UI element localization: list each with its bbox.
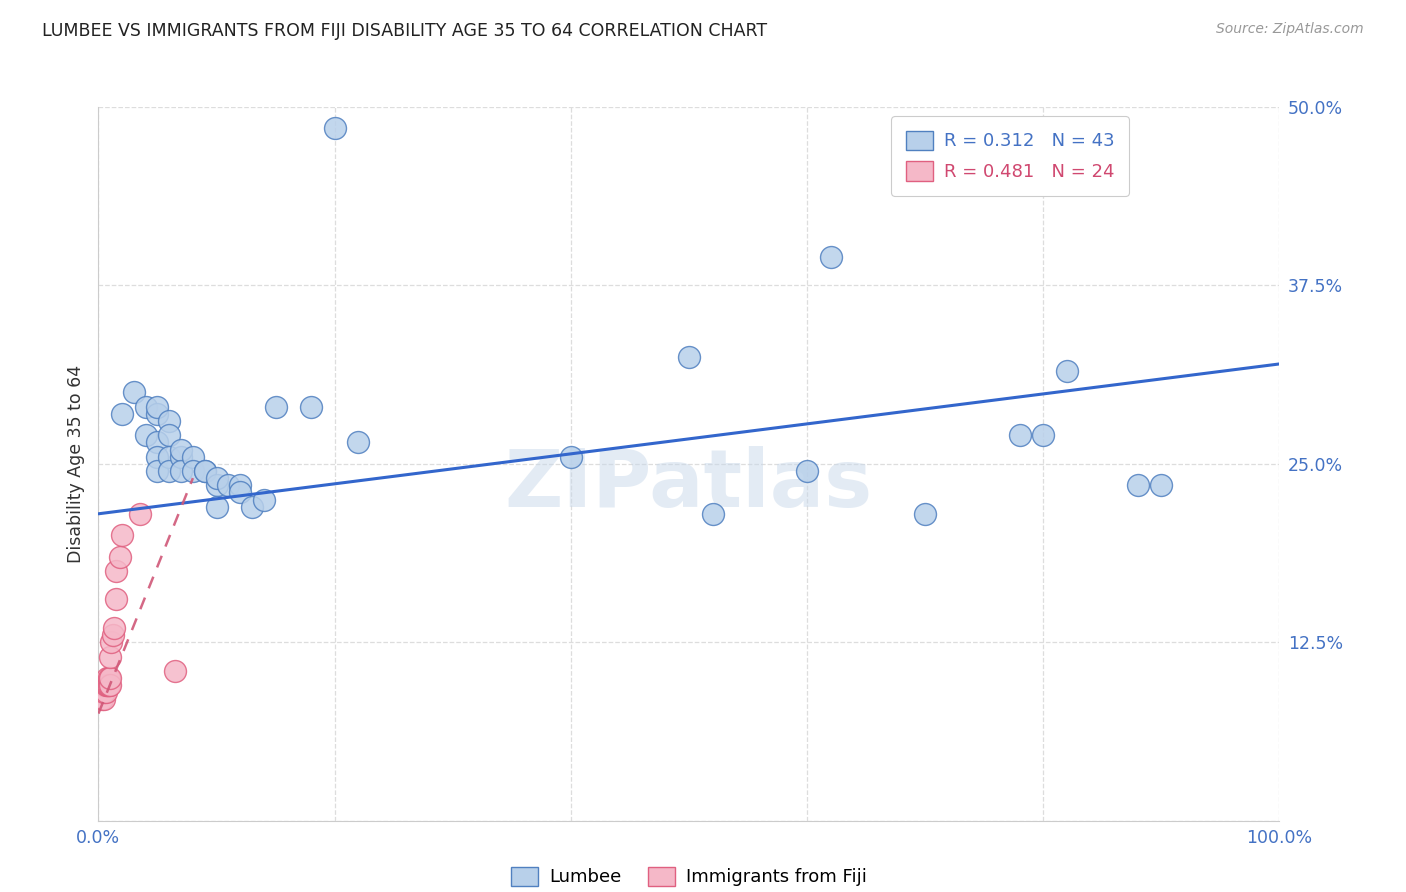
Point: [91, 685, 114, 699]
Point: [101, 628, 124, 642]
Point: [1056, 364, 1078, 378]
Point: [108, 549, 131, 564]
Point: [299, 400, 322, 414]
Point: [98, 671, 121, 685]
Point: [678, 350, 700, 364]
Point: [91, 692, 114, 706]
Point: [1150, 478, 1173, 492]
Point: [264, 400, 287, 414]
Point: [157, 450, 180, 464]
Point: [170, 450, 193, 464]
Point: [146, 464, 169, 478]
Text: Source: ZipAtlas.com: Source: ZipAtlas.com: [1216, 22, 1364, 37]
Point: [97, 678, 120, 692]
Point: [146, 400, 169, 414]
Point: [1126, 478, 1149, 492]
Point: [100, 635, 122, 649]
Point: [205, 478, 228, 492]
Point: [205, 500, 228, 514]
Point: [98, 678, 121, 692]
Point: [146, 450, 169, 464]
Point: [135, 428, 157, 442]
Point: [98, 649, 121, 664]
Point: [96, 678, 118, 692]
Point: [94, 678, 117, 692]
Point: [702, 507, 724, 521]
Point: [146, 407, 169, 421]
Point: [93, 678, 115, 692]
Point: [122, 385, 145, 400]
Point: [98, 678, 121, 692]
Point: [181, 464, 204, 478]
Point: [194, 464, 217, 478]
Y-axis label: Disability Age 35 to 64: Disability Age 35 to 64: [66, 365, 84, 563]
Text: LUMBEE VS IMMIGRANTS FROM FIJI DISABILITY AGE 35 TO 64 CORRELATION CHART: LUMBEE VS IMMIGRANTS FROM FIJI DISABILIT…: [42, 22, 768, 40]
Point: [170, 442, 193, 457]
Point: [217, 478, 239, 492]
Point: [1032, 428, 1054, 442]
Point: [914, 507, 936, 521]
Point: [157, 464, 180, 478]
Point: [103, 621, 125, 635]
Point: [240, 500, 263, 514]
Point: [93, 692, 115, 706]
Point: [347, 435, 370, 450]
Point: [111, 407, 134, 421]
Point: [146, 435, 169, 450]
Point: [157, 428, 180, 442]
Point: [170, 464, 193, 478]
Point: [94, 685, 117, 699]
Point: [1008, 428, 1031, 442]
Point: [194, 464, 217, 478]
Point: [560, 450, 582, 464]
Point: [93, 685, 115, 699]
Legend: Lumbee, Immigrants from Fiji: Lumbee, Immigrants from Fiji: [503, 859, 875, 892]
Point: [796, 464, 818, 478]
Point: [181, 450, 204, 464]
Point: [135, 400, 157, 414]
Point: [111, 528, 134, 542]
Point: [820, 250, 842, 264]
Point: [96, 671, 118, 685]
Point: [229, 478, 252, 492]
Point: [205, 471, 228, 485]
Point: [105, 592, 128, 607]
Point: [323, 121, 346, 136]
Text: ZIPatlas: ZIPatlas: [505, 446, 873, 524]
Point: [157, 414, 180, 428]
Point: [98, 671, 121, 685]
Point: [229, 485, 252, 500]
Point: [105, 564, 128, 578]
Point: [165, 664, 187, 678]
Point: [253, 492, 276, 507]
Point: [128, 507, 150, 521]
